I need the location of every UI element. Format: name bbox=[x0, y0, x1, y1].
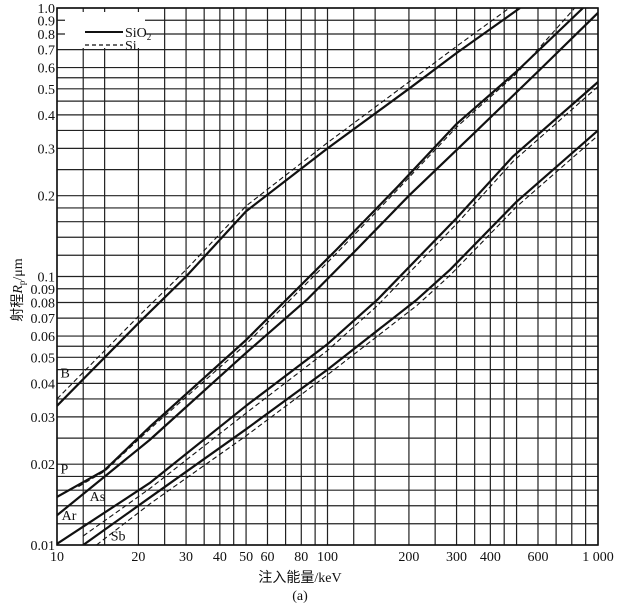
y-tick-label: 0.7 bbox=[38, 44, 56, 59]
x-tick-label: 50 bbox=[239, 550, 253, 565]
legend-background bbox=[65, 12, 145, 48]
y-axis-label: 射程Rp/μm bbox=[10, 258, 27, 321]
curve-labels: B P As Ar Sb bbox=[60, 367, 125, 545]
series-as-sio2 bbox=[57, 81, 598, 545]
series-as-si bbox=[82, 86, 598, 537]
plot-frame bbox=[56, 7, 599, 546]
y-tick-label: 0.2 bbox=[38, 190, 56, 205]
y-tick-label: 0.5 bbox=[38, 83, 56, 98]
series-sb-si bbox=[96, 135, 598, 545]
grid bbox=[56, 7, 599, 546]
y-tick-label: 0.9 bbox=[38, 14, 56, 29]
x-tick-label: 100 bbox=[317, 550, 338, 565]
series-b-si bbox=[57, 8, 510, 400]
y-tick-label: 0.8 bbox=[38, 28, 56, 43]
x-axis-label: 注入能量/keV bbox=[258, 570, 341, 586]
x-tick-label: 40 bbox=[213, 550, 227, 565]
x-tick-label: 1 000 bbox=[582, 550, 614, 565]
y-tick-label: 0.3 bbox=[38, 142, 56, 157]
curve-label-b: B bbox=[60, 367, 69, 382]
x-tick-label: 600 bbox=[527, 550, 548, 565]
tick-labels: 10 20 30 40 50 60 80 100 200 300 400 600 1 000 0.01 0.… bbox=[31, 2, 614, 565]
y-tick-label: 0.05 bbox=[31, 351, 56, 366]
y-tick-label: 0.02 bbox=[31, 458, 56, 473]
series-ar-sio2 bbox=[57, 12, 598, 517]
figure-caption: (a) bbox=[292, 589, 308, 604]
curve-label-ar: Ar bbox=[62, 509, 77, 524]
x-tick-label: 60 bbox=[260, 550, 274, 565]
series-b-sio2 bbox=[57, 8, 521, 407]
curve-label-as: As bbox=[90, 490, 106, 505]
x-tick-label: 300 bbox=[446, 550, 467, 565]
y-tick-label: 0.01 bbox=[31, 539, 56, 554]
curves bbox=[57, 8, 598, 545]
series-p-si bbox=[78, 8, 576, 488]
curve-label-p: P bbox=[60, 462, 68, 477]
y-tick-label: 0.03 bbox=[31, 411, 56, 426]
legend-si-label: Si bbox=[125, 39, 137, 54]
y-tick-label: 0.04 bbox=[31, 377, 56, 392]
x-tick-label: 200 bbox=[398, 550, 419, 565]
x-tick-label: 30 bbox=[179, 550, 193, 565]
y-tick-label: 0.09 bbox=[31, 283, 56, 298]
legend: SiO2 Si bbox=[65, 12, 151, 54]
y-tick-label: 1.0 bbox=[38, 2, 56, 17]
y-tick-label: 0.4 bbox=[38, 109, 56, 124]
y-tick-label: 0.06 bbox=[31, 330, 56, 345]
x-tick-label: 400 bbox=[480, 550, 501, 565]
series-p-sio2 bbox=[57, 8, 584, 498]
legend-sio2-label: SiO2 bbox=[125, 26, 151, 42]
series-sb-sio2 bbox=[82, 129, 598, 545]
curve-label-sb: Sb bbox=[111, 529, 126, 544]
x-tick-label: 80 bbox=[294, 550, 308, 565]
x-tick-label: 20 bbox=[131, 550, 145, 565]
y-tick-label: 0.08 bbox=[31, 297, 56, 312]
y-tick-label: 0.07 bbox=[31, 312, 56, 327]
x-tick-label: 10 bbox=[50, 550, 64, 565]
y-tick-label: 0.6 bbox=[38, 62, 56, 77]
y-tick-label: 0.1 bbox=[38, 271, 56, 286]
